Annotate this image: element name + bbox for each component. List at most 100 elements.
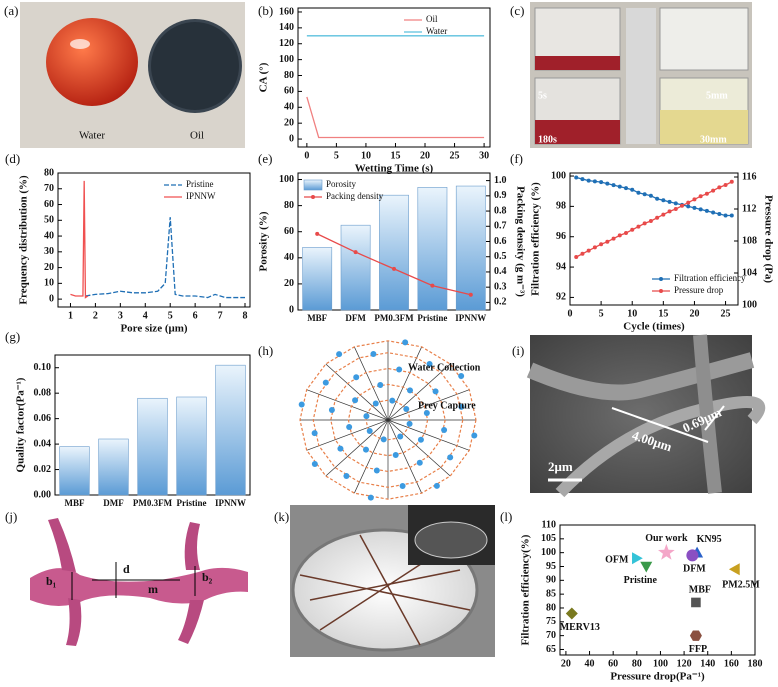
x-tick-label: 25	[721, 308, 731, 319]
series-marker	[592, 179, 597, 184]
y-tick-label: 80	[546, 602, 556, 613]
x-tick-label: 15	[390, 150, 400, 161]
photo-caption: 5mm	[706, 90, 728, 101]
y-tick-label: 20	[284, 278, 294, 289]
y-tick-label: 50	[44, 215, 54, 226]
water-droplet	[471, 432, 478, 439]
water-droplet	[380, 436, 387, 443]
web-ring	[312, 352, 464, 488]
web-radial	[306, 419, 389, 451]
series-marker	[704, 191, 709, 196]
series-marker	[642, 221, 647, 226]
bar	[302, 247, 333, 311]
x-tick-label: PM0.3FM	[133, 498, 173, 508]
series-marker	[673, 207, 678, 211]
panel-label: (d)	[5, 151, 20, 166]
series-marker	[599, 180, 604, 185]
x-axis-label: Cycle (times)	[623, 321, 685, 333]
x-tick-label: 160	[724, 658, 739, 669]
y-tick-label: 30	[44, 246, 54, 257]
series-marker	[729, 213, 734, 218]
y-tick-label: 60	[284, 86, 294, 97]
x-tick-label: 20	[689, 308, 699, 319]
series-marker	[655, 196, 660, 201]
y-tick-label: 96	[556, 231, 566, 242]
y-tick-label: 110	[542, 519, 556, 530]
series-marker	[717, 211, 722, 216]
scatter-point	[689, 630, 702, 641]
point-label: PM2.5M	[722, 580, 760, 591]
annotation: Prey Capture	[418, 400, 476, 411]
water-droplet	[399, 483, 406, 490]
web-ring	[299, 340, 477, 500]
water-droplet	[458, 403, 465, 410]
series-marker	[353, 250, 358, 255]
series-marker	[580, 251, 585, 256]
x-tick-label: 140	[700, 658, 715, 669]
x-axis-label: Pressure drop(Pa⁻¹)	[610, 671, 705, 683]
y-tick-label: 0.04	[34, 438, 52, 449]
legend-marker	[311, 195, 315, 199]
water-droplet	[406, 420, 413, 427]
bar	[59, 446, 90, 496]
web-ring	[330, 367, 446, 473]
y-axis-label: Porosity (%)	[258, 211, 270, 271]
series-marker	[729, 179, 734, 184]
bar	[340, 224, 371, 311]
series-marker	[630, 187, 635, 192]
series-line	[70, 180, 89, 299]
y-tick-label: 65	[546, 644, 556, 655]
water-droplet	[458, 372, 465, 379]
x-tick-label: 5	[334, 150, 339, 161]
series-marker	[430, 283, 435, 288]
y-tick-label: 98	[556, 201, 566, 212]
water-droplet	[441, 427, 448, 434]
water-droplet	[352, 397, 359, 404]
y-tick-label: 60	[44, 199, 54, 210]
panel-label: (k)	[274, 509, 289, 524]
legend-marker	[659, 289, 663, 293]
x-tick-label: DMF	[103, 498, 124, 508]
point-label: FFP	[689, 644, 707, 655]
y-tick-label: 80	[284, 70, 294, 81]
x-tick-label: 7	[218, 310, 223, 321]
y2-tick-label: 1.0	[494, 175, 507, 186]
series-marker	[711, 210, 716, 215]
series-marker	[655, 215, 660, 220]
panel-label: (e)	[258, 151, 272, 166]
scatter-point	[686, 549, 699, 562]
photo-caption: 180s	[538, 134, 557, 145]
photo-caption: Oil	[190, 130, 204, 142]
water-droplet	[311, 461, 318, 468]
series-marker	[686, 204, 691, 209]
series-marker	[661, 198, 666, 203]
y-tick-label: 160	[279, 6, 294, 17]
bar	[417, 187, 448, 311]
y-tick-label: 140	[279, 22, 294, 33]
x-tick-label: MBF	[65, 498, 85, 508]
x-tick-label: 40	[585, 658, 595, 669]
water-droplet	[392, 451, 399, 458]
x-tick-label: 4	[143, 310, 148, 321]
y-tick-label: 0	[49, 293, 54, 304]
web-radial	[387, 389, 470, 421]
legend-label: Porosity	[326, 179, 357, 189]
series-marker	[673, 201, 678, 206]
y-tick-label: 80	[44, 167, 54, 178]
point-label: MBF	[689, 585, 711, 596]
plot-frame	[297, 7, 491, 148]
water-droplet	[373, 467, 380, 474]
x-tick-label: MBF	[307, 313, 327, 323]
y-axis-label: Filtration efficiency (%)	[530, 182, 542, 296]
x-tick-label: 6	[193, 310, 198, 321]
bar	[176, 396, 207, 496]
x-tick-label: 5	[168, 310, 173, 321]
x-tick-label: 3	[118, 310, 123, 321]
water-droplet	[402, 339, 409, 346]
scatter-point	[640, 561, 653, 573]
x-tick-label: Pristine	[177, 498, 207, 508]
legend-label: Pristine	[186, 179, 214, 189]
series-marker	[605, 239, 610, 244]
water-droplet	[433, 482, 440, 489]
